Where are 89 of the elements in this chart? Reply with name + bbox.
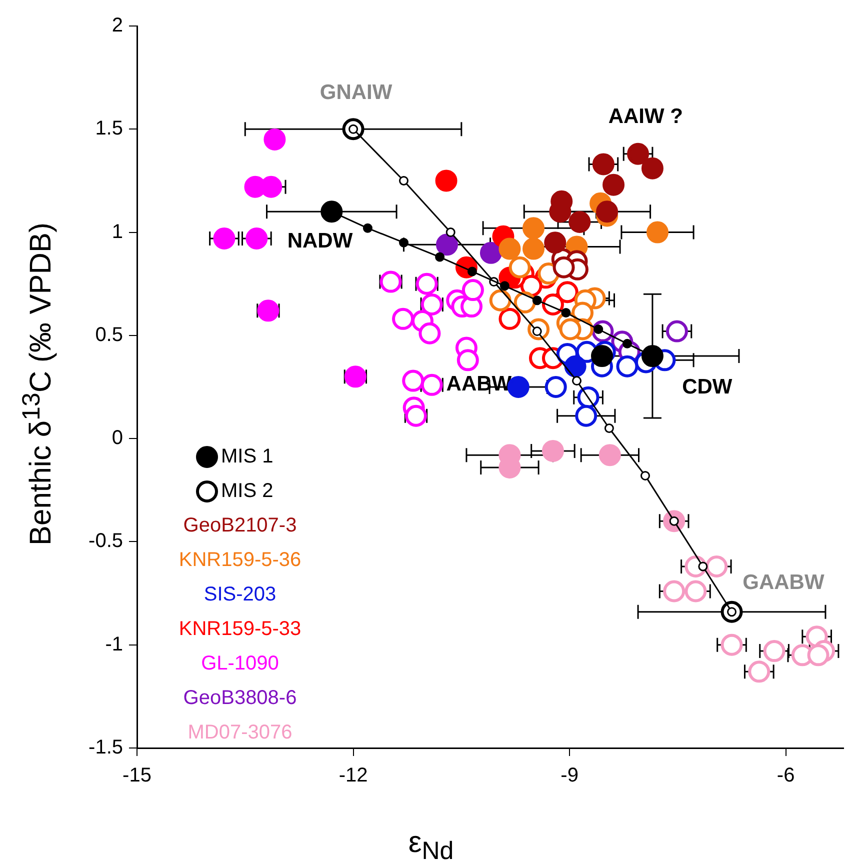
point [663,580,686,602]
point [556,281,578,304]
point [544,376,567,398]
annotation: AAIW ? [608,104,684,128]
point [552,256,575,278]
annotation: GAABW [742,571,824,594]
point [542,440,564,462]
point [467,266,477,276]
point [598,444,621,466]
point [640,470,650,480]
point [402,370,424,392]
annotation: CDW [682,376,732,399]
y-tick-label: 0.5 [95,324,123,346]
text: KNR159-5-33 [178,618,302,640]
point [592,153,614,176]
annotation: NADW [287,230,353,253]
y-tick-label: 2 [112,14,123,37]
point [257,300,280,322]
legend-label: MIS 2 [221,480,274,502]
point [480,242,502,264]
point [544,232,566,254]
point [666,320,688,342]
point [404,404,427,427]
point [398,238,408,248]
y-tick-label: -0.5 [88,530,123,552]
point [706,555,728,578]
x-tick-label: -9 [560,764,578,787]
point [604,424,614,434]
point [684,580,707,602]
point [380,270,402,293]
y-tick-label: -1 [105,633,123,656]
point [344,366,366,388]
point [498,238,521,260]
x-tick-label: -6 [776,764,795,787]
point [720,634,743,656]
point [420,293,443,316]
point [575,404,598,427]
point [435,252,445,262]
annotation: GNAIW [320,80,392,104]
point [264,128,286,150]
point [362,223,372,233]
point [763,640,786,662]
point [522,217,545,240]
point [436,234,458,256]
point [420,374,443,396]
point [456,349,479,372]
point [627,142,650,165]
text: KNR159-5-36 [178,549,302,572]
y-tick-label: 1.5 [95,118,123,140]
x-tick-label: -12 [338,764,368,787]
y-tick-label: 0 [112,427,123,450]
point [641,157,664,180]
point [213,227,236,250]
point [596,200,618,223]
point [416,272,438,295]
point [572,376,582,386]
point [646,221,669,244]
point [392,308,414,330]
y-tick-label: -1.5 [88,736,123,759]
point [698,562,708,572]
point [748,660,770,683]
point [590,345,613,368]
point [522,238,545,260]
point [489,289,512,312]
point [564,355,586,378]
x-tick-label: -15 [122,764,152,787]
point [616,355,638,378]
point [446,228,456,238]
point [807,644,830,666]
x-axis-title: ε$_{Nd}$ [408,826,454,866]
text: SIS-203 [204,584,276,606]
text: GeoB2107-3 [183,514,297,537]
point [568,210,591,233]
y-tick-label: 1 [112,220,123,243]
point [498,308,521,330]
point [561,308,571,318]
point [602,174,625,196]
point [418,322,441,344]
legend-label: MIS 1 [221,446,274,468]
point [435,170,458,192]
point [246,227,268,250]
text: GL-1090 [201,652,279,675]
point [559,318,582,340]
point [398,176,408,186]
text: MD07-3076 [188,722,292,744]
point [462,279,484,302]
point [532,296,542,306]
text: GeoB3808-6 [183,687,297,710]
point [542,293,564,316]
